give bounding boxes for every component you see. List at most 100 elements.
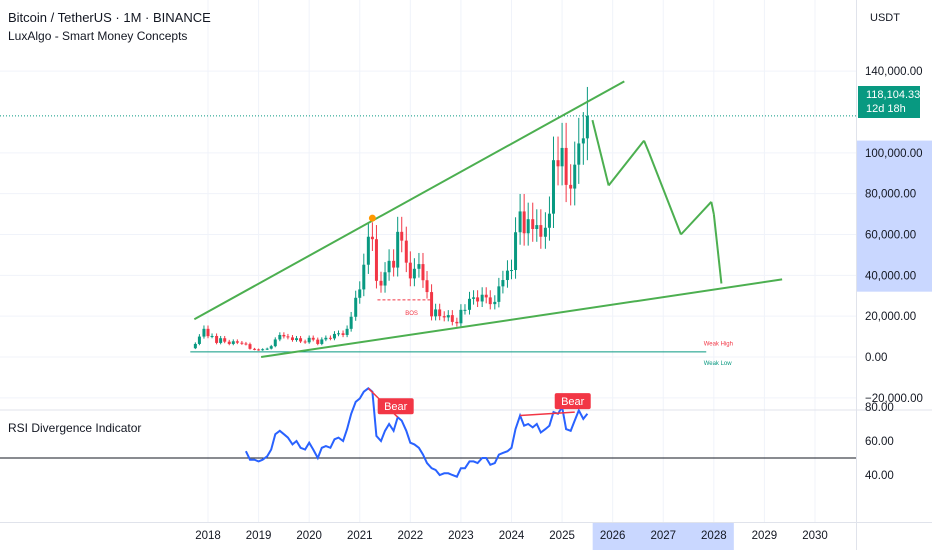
- time-tick-label: 2027: [650, 530, 676, 542]
- candle-body: [480, 294, 484, 302]
- current-price-value: 118,104.33: [866, 89, 921, 101]
- candle-body: [366, 236, 370, 265]
- time-tick-label: 2024: [499, 530, 525, 542]
- candle-body: [328, 337, 332, 339]
- candle-body: [556, 160, 560, 167]
- price-range-highlight: [857, 140, 932, 292]
- time-tick-label: 2029: [752, 530, 778, 542]
- candle-body: [379, 280, 383, 286]
- candle-body: [257, 349, 261, 351]
- bear-label: Bear: [561, 396, 585, 408]
- candle-body: [197, 336, 201, 344]
- lower-trendline: [260, 278, 783, 358]
- time-tick-label: 2025: [549, 530, 575, 542]
- candle-body: [278, 334, 282, 340]
- candle-body: [434, 309, 438, 317]
- price-tick-label: 0.00: [865, 352, 887, 364]
- candle-body: [383, 272, 387, 286]
- candle-body: [273, 339, 277, 347]
- price-tick-label: 60,000.00: [865, 230, 916, 242]
- time-tick-label: 2020: [296, 530, 322, 542]
- candle-body: [514, 232, 518, 271]
- candle-body: [573, 164, 577, 189]
- candle-body: [295, 338, 299, 341]
- price-tick-label: 40,000.00: [865, 270, 916, 282]
- upper-trendline: [193, 80, 625, 321]
- candle-body: [311, 337, 315, 340]
- candle-body: [374, 239, 378, 281]
- candle-body: [404, 240, 408, 263]
- projection-segment: [710, 201, 715, 215]
- candle-body: [585, 115, 589, 139]
- candle-body: [299, 338, 303, 342]
- candle-body: [290, 337, 294, 341]
- time-tick-label: 2018: [195, 530, 221, 542]
- candle-body: [265, 348, 269, 350]
- candle-body: [539, 225, 543, 237]
- candle-body: [430, 292, 434, 317]
- candle-body: [345, 328, 349, 335]
- candle-body: [223, 338, 227, 342]
- candle-body: [468, 298, 472, 310]
- rsi-panel-title[interactable]: RSI Divergence Indicator: [8, 421, 142, 435]
- time-tick-label: 2028: [701, 530, 727, 542]
- time-range-highlight: [592, 523, 734, 550]
- candle-body: [320, 339, 324, 344]
- time-tick-label: 2023: [448, 530, 474, 542]
- price-tick-label: 140,000.00: [865, 66, 923, 78]
- candle-body: [526, 219, 530, 234]
- currency-label[interactable]: USDT: [870, 12, 900, 24]
- candle-body: [400, 231, 404, 241]
- candle-body: [202, 328, 206, 337]
- candle-body: [193, 343, 197, 349]
- candle-body: [547, 213, 551, 228]
- candle-body: [569, 184, 573, 189]
- candle-body: [286, 336, 290, 338]
- rsi-tick-label: 80.00: [865, 402, 894, 414]
- candle-body: [337, 333, 341, 335]
- candle-body: [412, 268, 416, 279]
- price-tick-label: 80,000.00: [865, 189, 916, 201]
- candle-body: [425, 280, 429, 293]
- candle-body: [303, 341, 307, 343]
- candle-body: [484, 294, 488, 298]
- candle-body: [358, 289, 362, 298]
- candle-body: [354, 297, 358, 317]
- candle-body: [408, 262, 412, 279]
- rsi-tick-label: 40.00: [865, 470, 894, 482]
- candle-body: [531, 219, 535, 229]
- candle-body: [253, 348, 257, 350]
- candle-body: [396, 231, 400, 268]
- candle-body: [442, 316, 446, 318]
- bear-label-box: [554, 393, 591, 410]
- pivot-marker: [368, 214, 376, 222]
- time-tick-label: 2022: [398, 530, 424, 542]
- structure-label: BOS: [405, 311, 418, 317]
- time-tick-label: 2026: [600, 530, 626, 542]
- candle-body: [501, 280, 505, 287]
- candle-body: [227, 341, 231, 344]
- projection-segment: [712, 213, 723, 284]
- candle-body: [282, 334, 286, 337]
- candle-body: [455, 321, 459, 324]
- candle-body: [206, 328, 210, 337]
- projection-segment: [607, 139, 645, 187]
- chart-title: Bitcoin / TetherUS · 1M · BINANCE: [8, 10, 211, 25]
- bear-label-box: [377, 398, 414, 415]
- candle-body: [248, 344, 252, 349]
- divergence-line: [520, 411, 575, 417]
- candle-body: [446, 315, 450, 318]
- time-tick-label: 2021: [347, 530, 373, 542]
- candle-body: [235, 341, 239, 343]
- candle-body: [261, 349, 265, 351]
- structure-label: Weak Low: [704, 361, 733, 367]
- candle-body: [476, 297, 480, 302]
- indicator-label[interactable]: LuxAlgo - Smart Money Concepts: [8, 29, 188, 43]
- candle-body: [518, 211, 522, 233]
- candle-body: [231, 341, 235, 344]
- candle-body: [240, 342, 244, 344]
- projection-segment: [643, 140, 651, 154]
- candle-body: [210, 335, 214, 337]
- candle-body: [387, 260, 391, 273]
